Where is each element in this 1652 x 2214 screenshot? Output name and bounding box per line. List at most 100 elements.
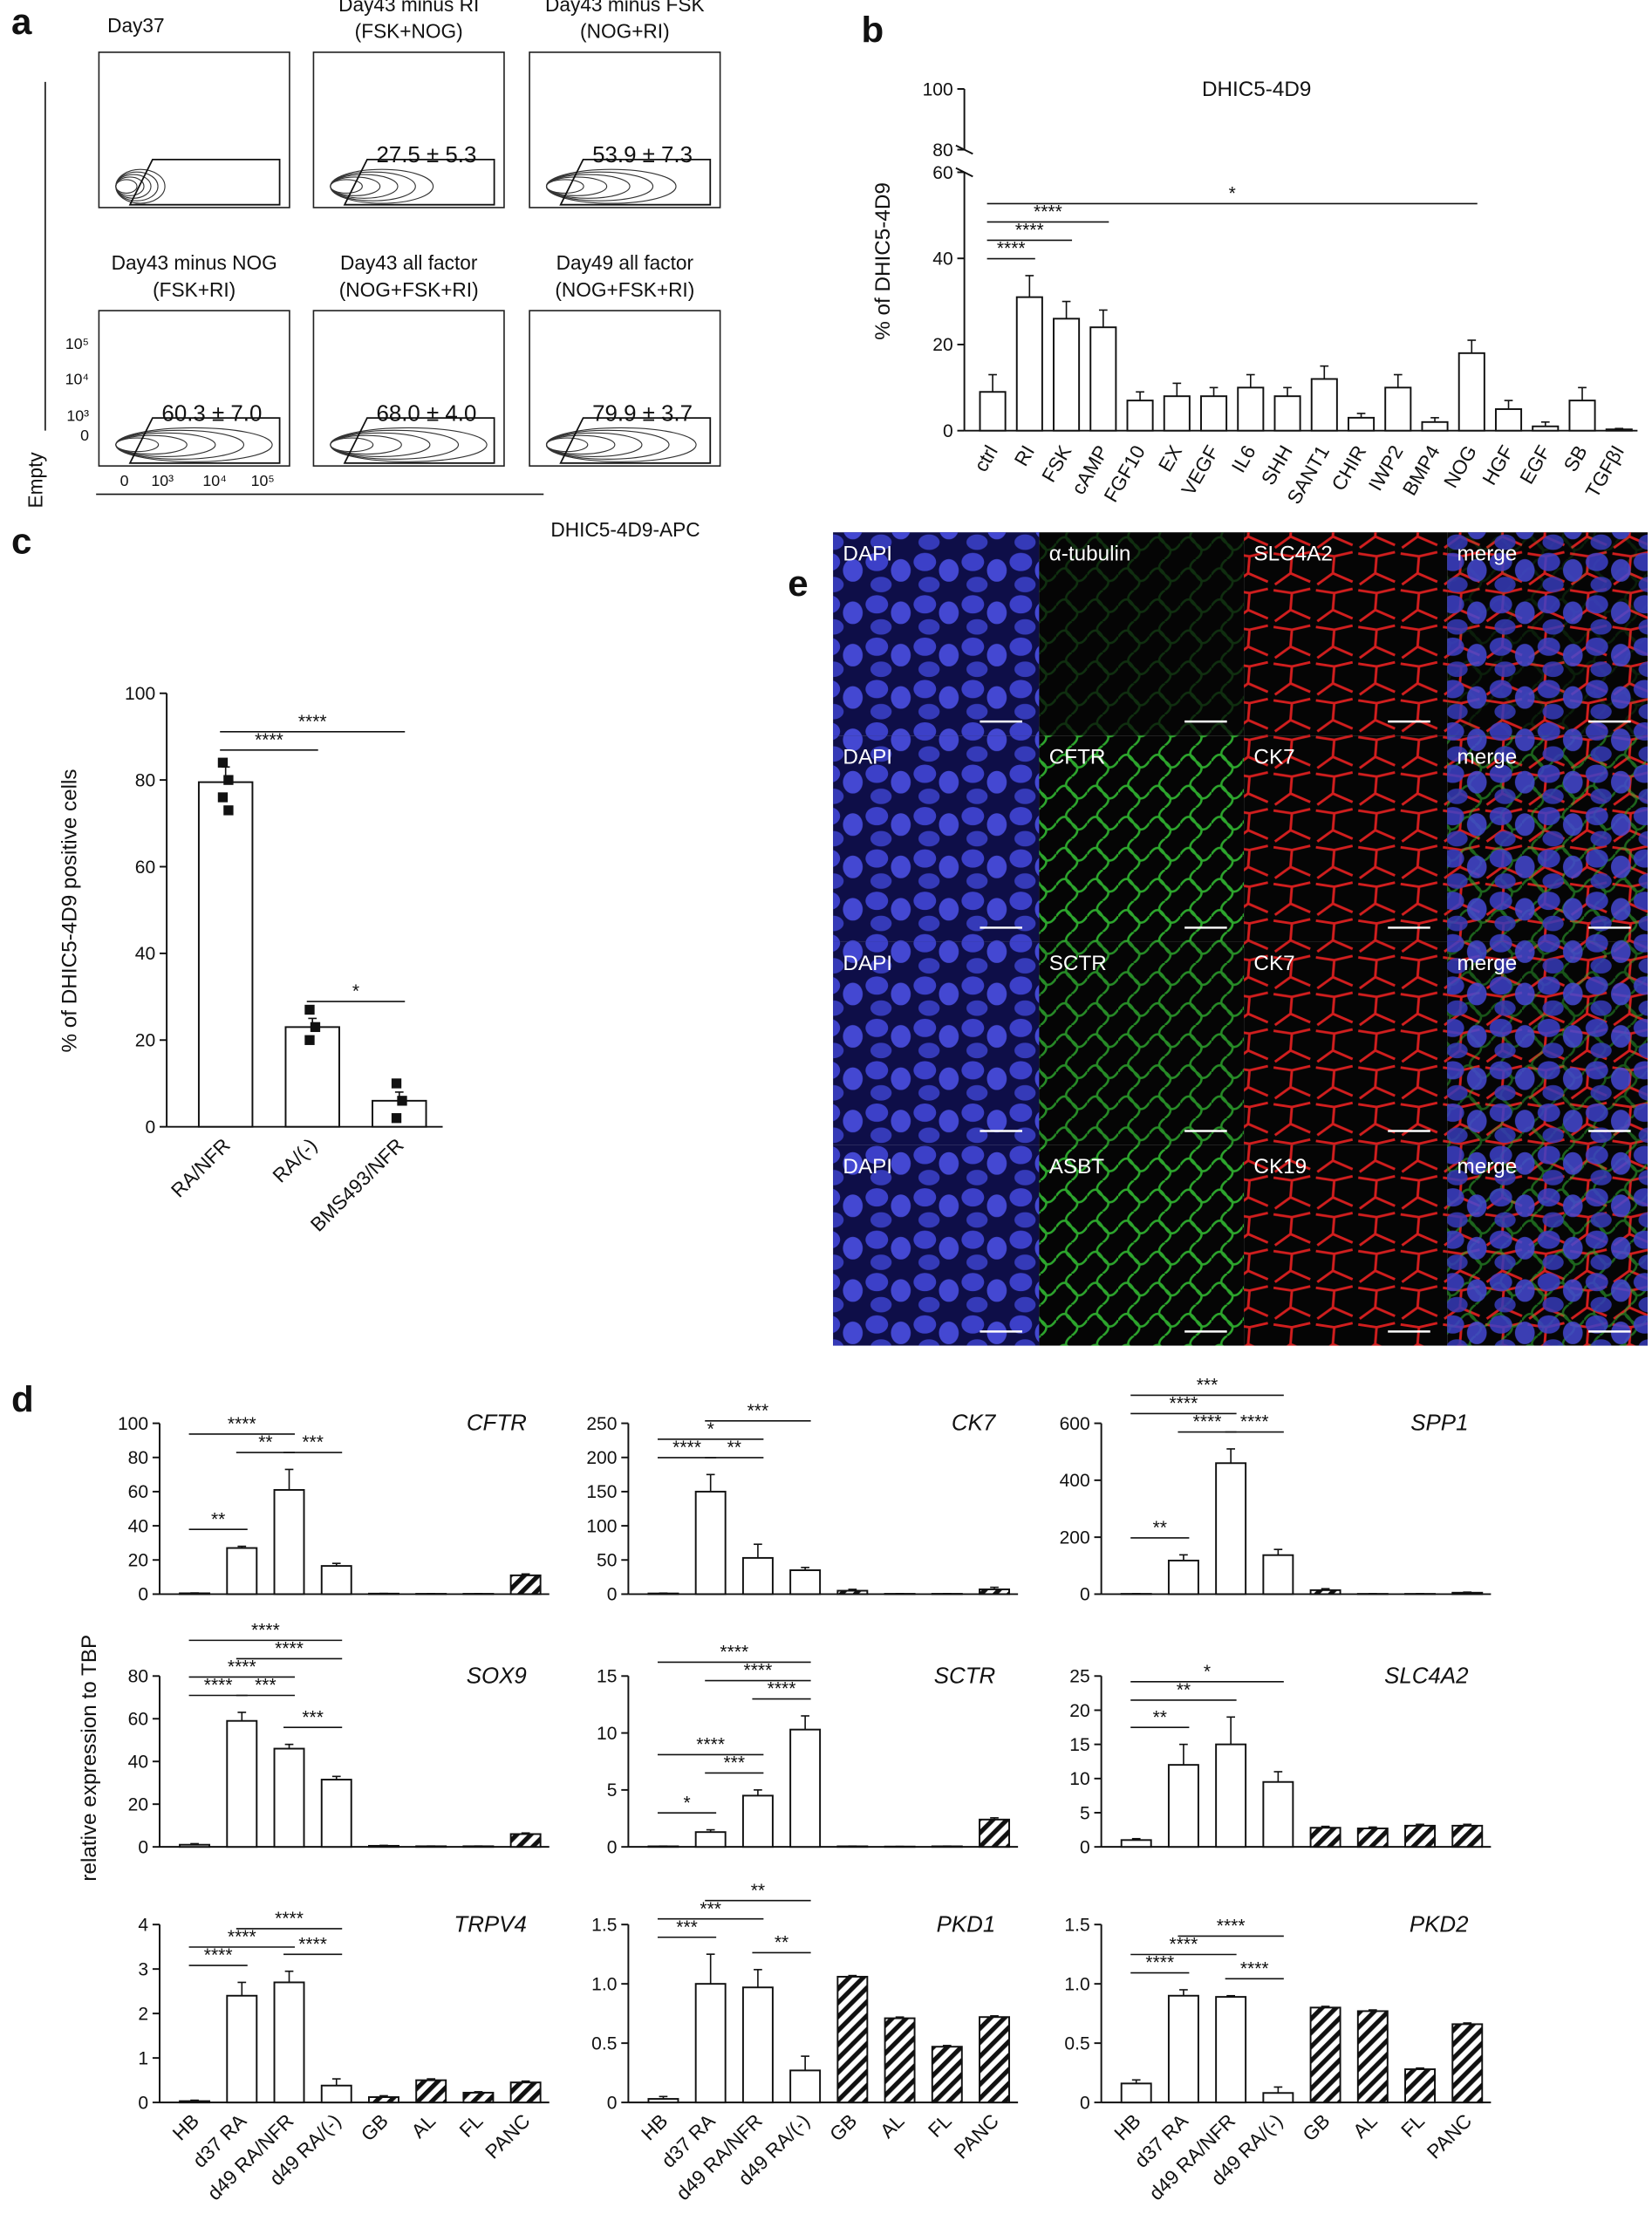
flow-percent: 53.9 ± 7.3 — [592, 143, 693, 167]
significance-label: ** — [1177, 1680, 1191, 1700]
y-tick-label: 80 — [932, 140, 952, 161]
bar — [789, 2069, 822, 2104]
flow-percent: 79.9 ± 3.7 — [592, 401, 693, 426]
bar — [836, 1976, 869, 2104]
significance-label: **** — [204, 1676, 233, 1696]
x-tick-label: GB — [1298, 2109, 1335, 2146]
bar — [367, 2096, 399, 2104]
flow-percent: 27.5 ± 5.3 — [376, 143, 476, 167]
y-tick-label: 0 — [1080, 1837, 1090, 1857]
significance-label: **** — [744, 1661, 773, 1681]
flow-contour — [545, 434, 616, 455]
x-tick-label: SB — [1559, 441, 1592, 475]
significance-label: **** — [1170, 1935, 1198, 1955]
y-tick-label: 60 — [932, 163, 952, 183]
flow-plot-title: Day43 minus NOG — [112, 251, 277, 274]
flow-contour — [330, 176, 381, 196]
bar — [1126, 400, 1154, 432]
flow-plot-frame — [529, 51, 721, 208]
chart-title: SCTR — [934, 1664, 995, 1688]
flow-gate — [559, 417, 712, 464]
significance-label: **** — [298, 712, 327, 732]
chart-title: PKD1 — [937, 1912, 996, 1937]
bar — [931, 2046, 963, 2104]
x-tick-label: CHIR — [1327, 441, 1370, 495]
significance-label: *** — [1197, 1376, 1219, 1396]
bar — [741, 1556, 774, 1596]
bar — [979, 1588, 1010, 1596]
flow-y-tick: 10⁴ — [65, 370, 89, 387]
significance-label: ** — [1153, 1707, 1167, 1727]
x-tick-label: EX — [1153, 441, 1186, 475]
image-label: merge — [1457, 952, 1518, 975]
y-tick-label: 0 — [607, 1837, 618, 1857]
y-tick-label: 2 — [138, 2004, 148, 2024]
data-point — [304, 1035, 315, 1045]
bar — [1568, 400, 1596, 432]
flow-contour — [330, 429, 460, 460]
y-tick-label: 150 — [586, 1482, 617, 1502]
flow-x-label: DHIC5-4D9-APC — [550, 518, 700, 541]
x-tick-label: FL — [924, 2109, 956, 2142]
significance-label: **** — [298, 1934, 327, 1954]
y-tick-label: 15 — [597, 1667, 617, 1687]
bar — [179, 1843, 211, 1848]
x-tick-label: GB — [356, 2109, 393, 2146]
y-tick-label: 40 — [932, 249, 952, 269]
x-tick-label: AL — [876, 2109, 909, 2142]
data-point — [223, 775, 234, 785]
flow-plot-frame — [529, 310, 721, 467]
significance-label: *** — [747, 1401, 769, 1421]
y-tick-label: 0 — [1080, 2093, 1090, 2113]
flow-plot-title: (NOG+FSK+RI) — [339, 278, 479, 301]
bar — [1262, 2092, 1294, 2104]
significance-label: ** — [775, 1933, 788, 1953]
panel-label: e — [788, 563, 808, 604]
significance-label: ** — [1153, 1518, 1167, 1538]
flow-contour — [545, 171, 654, 202]
chart-title: SOX9 — [467, 1664, 527, 1688]
flow-y-tick: 10⁵ — [65, 335, 89, 352]
image-label: merge — [1457, 746, 1518, 769]
chart-title: PKD2 — [1410, 1912, 1469, 1937]
significance-label: ** — [751, 1881, 765, 1901]
significance-label: * — [352, 981, 359, 1001]
image-label: DAPI — [843, 543, 892, 566]
x-tick-label: FL — [454, 2109, 487, 2142]
x-tick-label: PANC — [481, 2109, 535, 2163]
bar — [273, 1747, 305, 1848]
y-tick-label: 60 — [128, 1482, 148, 1502]
y-tick-label: 15 — [1069, 1735, 1089, 1755]
image-label: DAPI — [843, 746, 892, 769]
bar — [179, 2100, 211, 2104]
flow-plot-frame — [312, 51, 505, 208]
flow-contour — [545, 179, 584, 194]
image-red — [1244, 1145, 1448, 1346]
y-tick-label: 25 — [1069, 1667, 1089, 1687]
y-tick-label: 0 — [138, 2093, 148, 2113]
bar — [1200, 395, 1228, 432]
y-tick-label: 20 — [135, 1031, 155, 1051]
chart-title: SPP1 — [1410, 1411, 1468, 1436]
flow-contour — [330, 437, 374, 453]
significance-label: *** — [676, 1917, 698, 1937]
chart-title: TRPV4 — [454, 1912, 526, 1937]
x-tick-label: PANC — [1423, 2109, 1477, 2163]
flow-plot-title: Day37 — [107, 14, 165, 37]
image-green — [1039, 941, 1245, 1145]
image-label: DAPI — [843, 952, 892, 975]
significance-label: *** — [255, 1676, 276, 1696]
image-label: DAPI — [843, 1155, 892, 1179]
flow-plot-frame — [98, 51, 290, 208]
y-tick-label: 20 — [128, 1794, 148, 1814]
x-tick-label: VEGF — [1177, 441, 1223, 499]
y-axis-label: % of DHIC5-4D9 — [871, 182, 895, 340]
y-tick-label: 100 — [118, 1414, 148, 1434]
image-label: CFTR — [1049, 746, 1106, 769]
significance-label: **** — [1170, 1394, 1198, 1414]
image-nuclei — [1447, 1145, 1649, 1346]
significance-label: **** — [251, 1621, 280, 1641]
bar — [462, 2091, 495, 2104]
flow-percent: 60.3 ± 7.0 — [161, 401, 262, 426]
flow-gate — [343, 159, 495, 206]
